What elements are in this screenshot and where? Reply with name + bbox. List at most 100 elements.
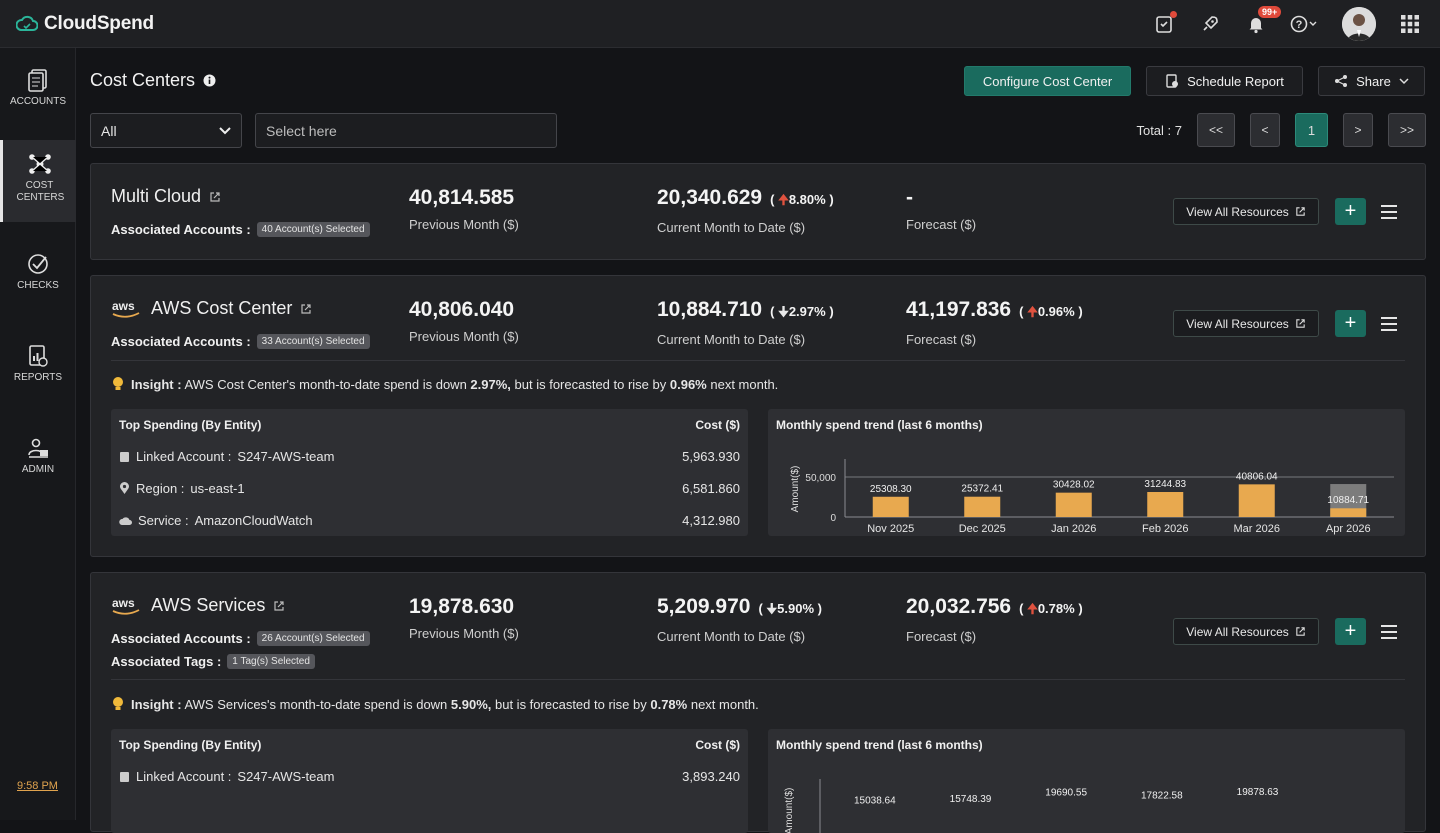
list-item-cost: 4,312.980 bbox=[682, 513, 740, 528]
cost-center-name[interactable]: Multi Cloud bbox=[111, 186, 221, 207]
rocket-icon[interactable] bbox=[1198, 12, 1222, 36]
clock-time[interactable]: 9:58 PM bbox=[17, 780, 58, 792]
apps-grid-icon[interactable] bbox=[1398, 12, 1422, 36]
sidebar-item-accounts[interactable]: ACCOUNTS bbox=[0, 68, 76, 107]
divider bbox=[111, 360, 1405, 361]
trend-bar-chart[interactable]: Amount($) 50,000 0 25308.30 Nov 2025 25372.41… bbox=[768, 409, 1405, 536]
previous-month-metric: 40,806.040 Previous Month ($) bbox=[409, 298, 519, 344]
add-button[interactable]: + bbox=[1335, 618, 1366, 645]
last-page-button[interactable]: >> bbox=[1388, 113, 1426, 147]
accounts-icon bbox=[0, 68, 76, 92]
arrow-down-icon: 🠋 bbox=[766, 601, 778, 616]
view-all-resources-button[interactable]: View All Resources bbox=[1173, 618, 1319, 645]
list-item-key: Service : bbox=[138, 513, 189, 528]
view-all-resources-label: View All Resources bbox=[1186, 624, 1289, 639]
cloud-logo-icon bbox=[16, 15, 38, 31]
cost-center-name-text: Multi Cloud bbox=[111, 186, 202, 206]
data-label: 15038.64 bbox=[854, 795, 896, 806]
external-link-icon bbox=[1296, 207, 1305, 216]
schedule-report-button[interactable]: Schedule Report bbox=[1146, 66, 1303, 96]
forecast-label: Forecast ($) bbox=[906, 629, 977, 644]
info-icon[interactable] bbox=[203, 74, 216, 87]
external-link-icon[interactable] bbox=[273, 600, 285, 612]
filter-select[interactable]: All bbox=[90, 113, 242, 148]
admin-icon bbox=[0, 436, 76, 460]
current-month-metric: 20,340.629 ( 🠉8.80% ) Current Month to D… bbox=[657, 186, 834, 235]
insight-text: Insight : AWS Cost Center's month-to-dat… bbox=[111, 376, 778, 392]
svg-text:aws: aws bbox=[112, 596, 135, 610]
external-link-icon[interactable] bbox=[300, 303, 312, 315]
sidebar-item-admin[interactable]: ADMIN bbox=[0, 436, 76, 475]
hamburger-menu-icon[interactable] bbox=[1381, 317, 1397, 331]
notifications-bell-icon[interactable]: 99+ bbox=[1244, 6, 1282, 36]
external-link-icon[interactable] bbox=[209, 191, 221, 203]
sidebar-item-checks[interactable]: CHECKS bbox=[0, 252, 76, 291]
first-page-button[interactable]: << bbox=[1197, 113, 1235, 147]
current-month-value: 20,340.629 bbox=[657, 186, 763, 209]
forecast-value: 41,197.836 bbox=[906, 298, 1012, 321]
associated-accounts-label: Associated Accounts : bbox=[111, 222, 251, 237]
list-item-value: S247-AWS-team bbox=[237, 769, 335, 784]
hamburger-menu-icon[interactable] bbox=[1381, 625, 1397, 639]
list-item-value: S247-AWS-team bbox=[237, 449, 335, 464]
sidebar-item-label: CHECKS bbox=[17, 280, 59, 291]
hamburger-menu-icon[interactable] bbox=[1381, 205, 1397, 219]
configure-cost-center-button[interactable]: Configure Cost Center bbox=[964, 66, 1131, 96]
cloud-service-icon bbox=[119, 516, 132, 525]
trend-chart-title: Monthly spend trend (last 6 months) bbox=[776, 738, 983, 752]
insight-pre: AWS Cost Center's month-to-date spend is… bbox=[184, 376, 471, 392]
external-link-icon bbox=[1296, 627, 1305, 636]
y-tick-label: 0 bbox=[830, 513, 836, 524]
next-page-button[interactable]: > bbox=[1343, 113, 1373, 147]
share-button[interactable]: Share bbox=[1318, 66, 1425, 96]
accounts-selected-badge[interactable]: 26 Account(s) Selected bbox=[256, 631, 370, 646]
trend-bar-chart[interactable]: Amount($) 15038.64 15748.39 19690.55 17822.5… bbox=[768, 729, 1405, 833]
cost-center-card: aws AWS Services Associated Accounts : 2… bbox=[90, 572, 1426, 833]
previous-month-value: 19,878.630 bbox=[409, 595, 515, 618]
add-button[interactable]: + bbox=[1335, 310, 1366, 337]
trend-chart-panel: Monthly spend trend (last 6 months) Amou… bbox=[768, 729, 1405, 833]
cost-center-name[interactable]: aws AWS Services bbox=[111, 595, 285, 616]
prev-page-button[interactable]: < bbox=[1250, 113, 1280, 147]
forecast-metric: 20,032.756 ( 🠉0.78% ) Forecast ($) bbox=[906, 595, 1083, 644]
data-label: 30428.02 bbox=[1053, 480, 1095, 491]
view-all-resources-button[interactable]: View All Resources bbox=[1173, 198, 1319, 225]
current-month-label: Current Month to Date ($) bbox=[657, 332, 806, 347]
cost-center-name[interactable]: aws AWS Cost Center bbox=[111, 298, 312, 319]
arrow-up-icon: 🠉 bbox=[1027, 304, 1038, 319]
cost-center-card: Multi Cloud Associated Accounts : 40 Acc… bbox=[90, 163, 1426, 260]
add-button[interactable]: + bbox=[1335, 198, 1366, 225]
sidebar-item-reports[interactable]: REPORTS bbox=[0, 344, 76, 383]
tasks-icon[interactable] bbox=[1152, 11, 1177, 36]
app-logo[interactable]: CloudSpend bbox=[16, 13, 154, 35]
current-page-button[interactable]: 1 bbox=[1295, 113, 1328, 147]
y-axis-label: Amount($) bbox=[784, 788, 795, 833]
x-tick-label: Dec 2025 bbox=[959, 523, 1006, 535]
x-tick-label: Feb 2026 bbox=[1142, 523, 1188, 535]
forecast-label: Forecast ($) bbox=[906, 217, 977, 232]
data-label: 17822.58 bbox=[1141, 791, 1183, 802]
data-label: 31244.83 bbox=[1144, 479, 1186, 490]
user-avatar[interactable] bbox=[1342, 7, 1376, 41]
current-month-label: Current Month to Date ($) bbox=[657, 629, 806, 644]
forecast-change-value: 0.78% bbox=[1037, 601, 1075, 616]
search-input[interactable]: Select here bbox=[255, 113, 557, 148]
list-item-value: AmazonCloudWatch bbox=[194, 513, 313, 528]
previous-month-metric: 40,814.585 Previous Month ($) bbox=[409, 186, 519, 232]
tags-selected-badge[interactable]: 1 Tag(s) Selected bbox=[227, 654, 315, 669]
accounts-selected-badge[interactable]: 40 Account(s) Selected bbox=[256, 222, 370, 237]
current-change-badge: ( 🠋2.97% ) bbox=[770, 304, 834, 319]
sidebar-item-cost-centers[interactable]: COST CENTERS bbox=[0, 140, 76, 222]
x-tick-label: Apr 2026 bbox=[1326, 523, 1371, 535]
arrow-down-icon: 🠋 bbox=[778, 304, 789, 319]
view-all-resources-button[interactable]: View All Resources bbox=[1173, 310, 1319, 337]
external-link-icon bbox=[1296, 319, 1305, 328]
accounts-selected-badge[interactable]: 33 Account(s) Selected bbox=[256, 334, 370, 349]
chevron-down-icon bbox=[1399, 78, 1409, 85]
top-spending-panel: Top Spending (By Entity) Cost ($) Linked… bbox=[111, 409, 748, 536]
help-icon[interactable]: ? bbox=[1290, 12, 1320, 36]
checks-icon bbox=[0, 252, 76, 276]
current-change-value: 8.80% bbox=[788, 192, 826, 207]
previous-month-label: Previous Month ($) bbox=[409, 217, 519, 232]
list-item: Linked Account : S247-AWS-team 3,893.240 bbox=[119, 769, 740, 784]
